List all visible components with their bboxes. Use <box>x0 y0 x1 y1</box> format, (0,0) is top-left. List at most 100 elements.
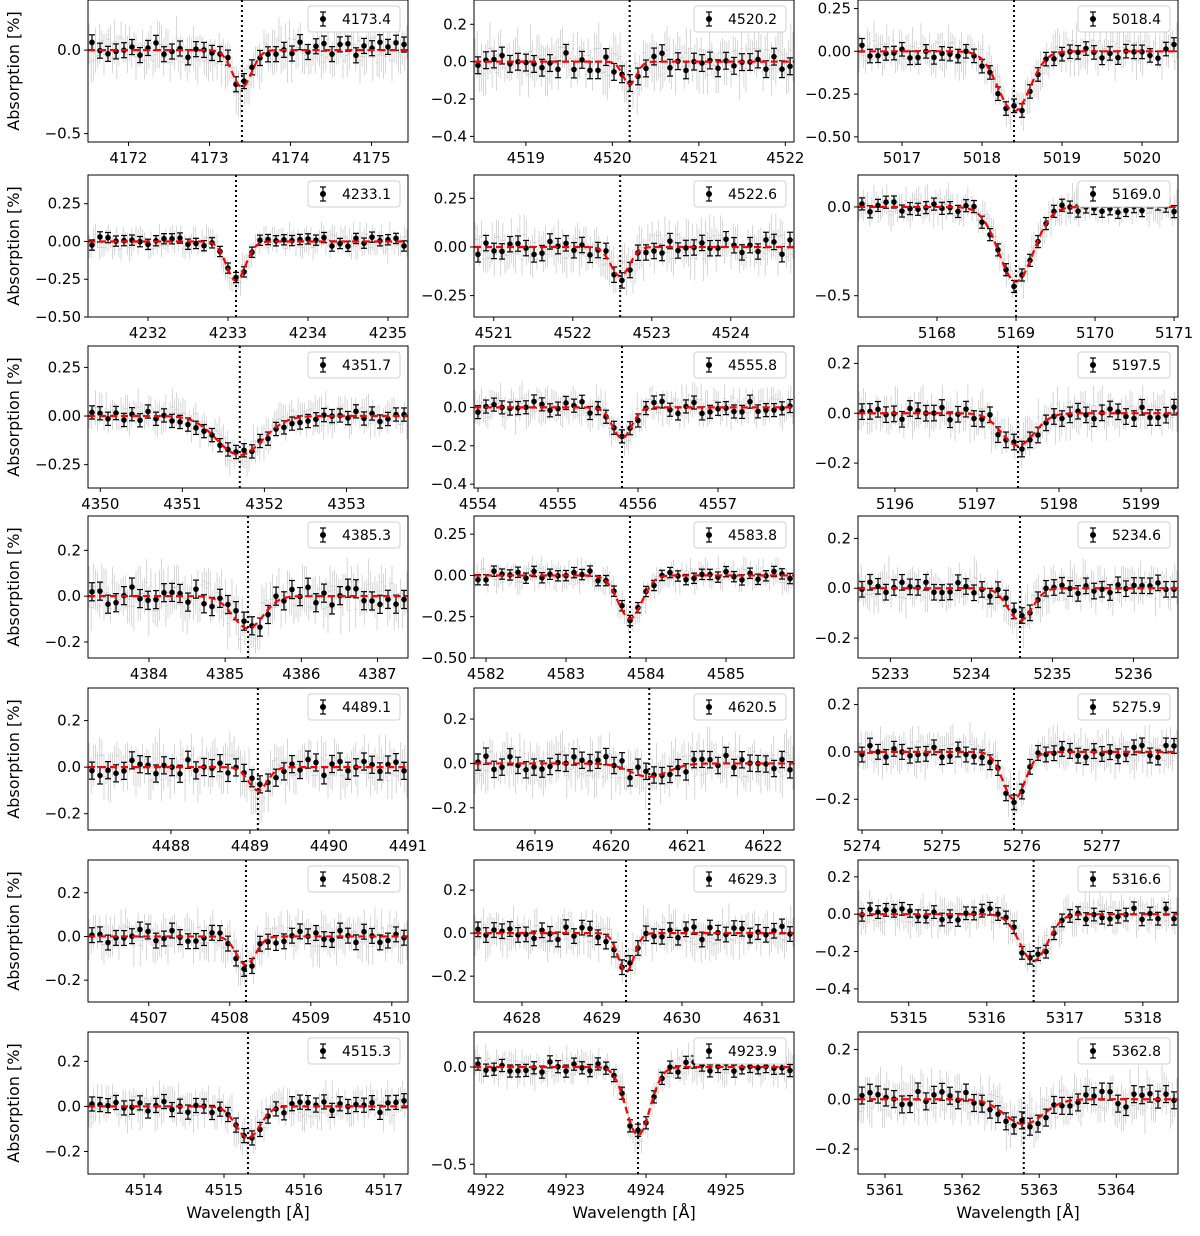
data-point <box>683 926 689 933</box>
model-fit-line <box>858 50 1178 113</box>
data-point <box>113 1099 119 1106</box>
data-point <box>1163 742 1169 749</box>
legend-marker <box>706 532 712 538</box>
data-point <box>1171 743 1177 749</box>
data-point <box>963 751 969 758</box>
y-tick-label: 0.0 <box>443 1058 467 1076</box>
legend-marker <box>1090 704 1096 710</box>
data-point <box>1139 1092 1145 1099</box>
legend-marker <box>1090 876 1096 882</box>
data-point <box>875 909 881 915</box>
data-point <box>353 408 359 415</box>
data-point <box>587 252 593 258</box>
data-point <box>225 601 231 608</box>
data-point <box>401 243 407 249</box>
data-point <box>345 767 351 774</box>
x-tick-label: 4583 <box>547 665 585 683</box>
plot-area <box>88 175 408 317</box>
x-axis-label: Wavelength [Å] <box>956 1203 1079 1222</box>
y-tick-label: 0.2 <box>827 1040 851 1058</box>
x-tick-label: 5234 <box>952 665 990 683</box>
data-point <box>137 761 143 768</box>
x-tick-label: 5020 <box>1123 149 1161 167</box>
data-point <box>571 933 577 939</box>
data-point <box>699 240 705 246</box>
data-point <box>675 247 681 254</box>
data-point <box>185 241 191 248</box>
data-point <box>643 768 649 775</box>
data-point <box>1027 437 1033 443</box>
data-point <box>499 52 505 59</box>
data-point <box>113 410 119 416</box>
y-tick-label: −0.25 <box>805 85 851 103</box>
data-point <box>539 927 545 934</box>
y-tick-label: −0.2 <box>815 943 851 961</box>
data-point <box>635 1127 641 1134</box>
data-point <box>939 916 945 923</box>
data-point <box>859 42 865 49</box>
panel-4629.3: 4628 4629 4630 4631 −0.2 0.0 0.2 4629.3 <box>431 859 795 1027</box>
panel-5018.4: 5017 5018 5019 5020 −0.50 −0.25 0.00 0.25 5018.4 <box>805 0 1179 167</box>
x-tick-label: 5196 <box>876 495 914 513</box>
data-point <box>875 52 881 59</box>
panel-4522.6: 4521 4522 4523 4524 −0.25 0.00 0.25 4522.6 <box>421 174 795 342</box>
data-point <box>1131 1091 1137 1097</box>
plot-area <box>858 346 1178 488</box>
x-tick-label: 4517 <box>365 1181 403 1199</box>
x-tick-label: 4387 <box>358 665 396 683</box>
x-tick-label: 5362 <box>943 1181 981 1199</box>
data-point <box>1043 420 1049 426</box>
data-point <box>313 599 319 606</box>
data-point <box>1019 446 1025 452</box>
data-point <box>193 767 199 774</box>
data-point <box>241 618 247 624</box>
data-point <box>515 569 521 576</box>
data-point <box>579 1064 585 1071</box>
model-fit-line <box>88 240 408 282</box>
data-point <box>137 1100 143 1106</box>
data-point <box>145 408 151 415</box>
legend: 5018.4 <box>1077 5 1171 33</box>
data-point <box>153 937 159 944</box>
data-point <box>129 584 135 590</box>
data-point <box>651 933 657 939</box>
data-point <box>539 64 545 71</box>
x-tick-label: 5198 <box>1040 495 1078 513</box>
legend: 5234.6 <box>1077 521 1171 549</box>
data-point <box>393 1099 399 1106</box>
legend: 5197.5 <box>1077 351 1171 379</box>
legend: 4520.2 <box>693 5 787 33</box>
data-point <box>209 930 215 936</box>
legend-box <box>1077 1037 1171 1065</box>
data-point <box>667 569 673 576</box>
data-point <box>691 399 697 406</box>
data-point <box>385 44 391 50</box>
raw-spectrum <box>474 726 794 810</box>
data-point <box>305 584 311 591</box>
data-point <box>659 50 665 57</box>
data-point <box>635 764 641 771</box>
model-fit-line <box>858 750 1178 801</box>
x-tick-label: 5317 <box>1046 1009 1084 1027</box>
binned-points <box>475 230 793 289</box>
data-point <box>915 1088 921 1095</box>
panel-4923.9: 4922 4923 4924 4925 −0.5 0.0 4923.9 Wavelength … <box>431 1031 795 1222</box>
data-point <box>129 757 135 764</box>
data-point <box>867 906 873 913</box>
data-point <box>289 420 295 427</box>
y-tick-label: −0.25 <box>35 456 81 474</box>
legend-marker <box>320 362 326 368</box>
y-tick-label: −0.2 <box>431 967 467 985</box>
data-point <box>297 1099 303 1105</box>
data-point <box>369 1099 375 1106</box>
x-tick-label: 4628 <box>503 1009 541 1027</box>
legend-label: 5018.4 <box>1112 12 1161 28</box>
data-point <box>723 568 729 575</box>
data-point <box>619 758 625 764</box>
data-point <box>97 234 103 240</box>
data-point <box>297 39 303 45</box>
raw-spectrum <box>474 380 794 456</box>
data-point <box>1163 1091 1169 1097</box>
y-tick-label: 0.2 <box>443 360 467 378</box>
y-tick-label: 0.2 <box>827 354 851 372</box>
